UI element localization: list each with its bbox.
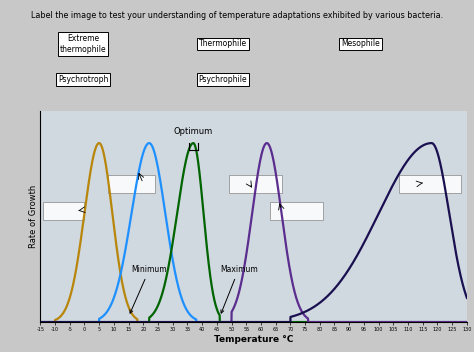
Text: Minimum: Minimum <box>130 265 167 313</box>
X-axis label: Temperature °C: Temperature °C <box>214 335 293 344</box>
Text: Extreme
thermophile: Extreme thermophile <box>60 34 106 54</box>
Text: Mesophile: Mesophile <box>341 39 380 49</box>
FancyBboxPatch shape <box>399 175 461 193</box>
Text: Thermophile: Thermophile <box>199 39 247 49</box>
Text: Maximum: Maximum <box>220 265 257 313</box>
FancyBboxPatch shape <box>270 202 323 220</box>
Text: Optimum: Optimum <box>173 127 213 136</box>
Text: Psychrophile: Psychrophile <box>199 75 247 84</box>
Y-axis label: Rate of Growth: Rate of Growth <box>28 185 37 248</box>
Text: Psychrotroph: Psychrotroph <box>58 75 108 84</box>
FancyBboxPatch shape <box>228 175 282 193</box>
FancyBboxPatch shape <box>108 175 155 193</box>
Text: Label the image to test your understanding of temperature adaptations exhibited : Label the image to test your understandi… <box>31 11 443 20</box>
FancyBboxPatch shape <box>43 202 84 220</box>
